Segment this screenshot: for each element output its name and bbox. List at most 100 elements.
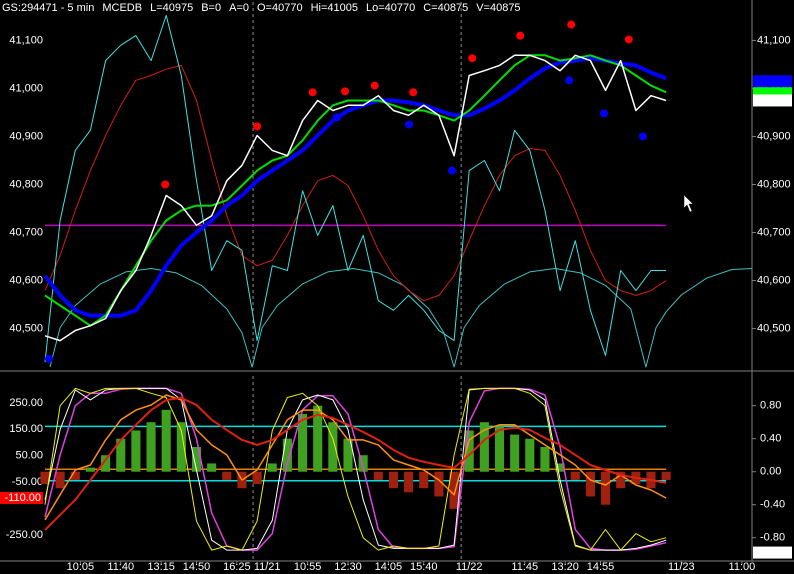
histogram-bar bbox=[70, 471, 80, 480]
header-field: L=40975 bbox=[150, 2, 193, 14]
x-tick-label: 13:15 bbox=[147, 561, 175, 573]
y-tick-label: 40,600 bbox=[757, 274, 791, 286]
x-tick-label: 11:00 bbox=[729, 561, 756, 573]
x-tick-label: 11/23 bbox=[668, 561, 695, 573]
y2-tick-label: -0.40 bbox=[760, 499, 785, 511]
x-tick-label: 15:40 bbox=[410, 561, 438, 573]
histogram-bar bbox=[328, 422, 338, 472]
histogram-bar bbox=[464, 430, 474, 472]
price-marker bbox=[753, 94, 792, 107]
y-tick-label: 40,500 bbox=[9, 322, 43, 334]
histogram-bar bbox=[191, 446, 202, 472]
y-tick-label: 41,000 bbox=[9, 82, 43, 94]
histogram-bar bbox=[313, 405, 323, 472]
histogram-bar bbox=[85, 467, 95, 472]
histogram-bar bbox=[479, 422, 489, 472]
header-field: Lo=40770 bbox=[366, 2, 415, 14]
histogram-bar bbox=[40, 471, 50, 485]
histogram-bar bbox=[146, 422, 156, 472]
header-field: MCEDB bbox=[102, 2, 142, 14]
series-line bbox=[43, 56, 667, 318]
histogram-bar bbox=[555, 463, 565, 472]
price-marker bbox=[753, 546, 792, 559]
y-tick-label: -50.00 bbox=[12, 476, 43, 488]
histogram-bar bbox=[116, 438, 126, 472]
histogram-bar bbox=[55, 471, 65, 489]
x-tick-label: 10:55 bbox=[294, 561, 322, 573]
x-tick-label: 12:30 bbox=[334, 561, 362, 573]
pivot-dot bbox=[405, 120, 414, 129]
y-tick-label: 41,100 bbox=[9, 34, 43, 46]
y2-tick-label: 0.00 bbox=[760, 466, 781, 478]
series-line bbox=[44, 387, 667, 551]
histogram-bar bbox=[343, 438, 353, 472]
histogram-bar bbox=[525, 438, 535, 472]
series-line bbox=[44, 396, 667, 531]
histogram-bar bbox=[616, 471, 626, 489]
y-tick-label: 40,800 bbox=[9, 178, 43, 190]
y2-tick-label: -0.80 bbox=[760, 532, 785, 544]
pivot-dot bbox=[253, 122, 262, 131]
x-tick-label: 14:50 bbox=[183, 561, 211, 573]
price-marker-label: -110.00 bbox=[5, 492, 42, 504]
y-tick-label: 150.00 bbox=[9, 423, 43, 435]
header-field: O=40770 bbox=[257, 2, 303, 14]
y-tick-label: 40,900 bbox=[757, 130, 791, 142]
pivot-dot bbox=[638, 132, 647, 141]
y-tick-label: 50.00 bbox=[15, 450, 43, 462]
price-marker-label: -0.98 bbox=[757, 546, 782, 558]
pivot-dot bbox=[45, 354, 54, 363]
histogram-bar bbox=[434, 471, 444, 497]
pivot-dot bbox=[516, 31, 525, 40]
y-tick-label: 41,100 bbox=[757, 34, 791, 46]
histogram-bar bbox=[419, 471, 429, 489]
x-tick-label: 11:40 bbox=[107, 561, 134, 573]
pivot-dot bbox=[308, 88, 317, 97]
x-tick-label: 16:25 bbox=[223, 561, 251, 573]
series-line bbox=[44, 14, 667, 363]
series-line bbox=[44, 394, 667, 521]
pivot-dot bbox=[468, 54, 477, 63]
histogram-bar bbox=[282, 438, 292, 472]
y-tick-label: 40,700 bbox=[9, 226, 43, 238]
histogram-bar bbox=[267, 463, 277, 472]
pivot-dot bbox=[332, 113, 341, 122]
histogram-bar bbox=[222, 471, 232, 480]
histogram-bar bbox=[404, 471, 414, 493]
histogram-bar bbox=[252, 471, 262, 485]
pivot-dot bbox=[600, 109, 609, 118]
x-tick-label: 14:05 bbox=[375, 561, 403, 573]
histogram-bar bbox=[131, 430, 141, 472]
y-tick-label: 40,600 bbox=[9, 274, 43, 286]
histogram-bar bbox=[176, 422, 186, 472]
y2-tick-label: 0.80 bbox=[760, 400, 781, 412]
series-line bbox=[44, 54, 667, 327]
histogram-bar bbox=[373, 471, 383, 480]
header-field: Hi=41005 bbox=[311, 2, 358, 14]
histogram-bar bbox=[298, 413, 308, 472]
x-tick-label: 13:20 bbox=[551, 561, 579, 573]
x-tick-label: 11/21 bbox=[254, 561, 281, 573]
histogram-bar bbox=[388, 471, 398, 489]
histogram-bar bbox=[207, 463, 217, 472]
pivot-dot bbox=[567, 20, 576, 29]
header-field: B=0 bbox=[201, 2, 221, 14]
price-marker bbox=[0, 491, 43, 504]
series-line bbox=[44, 54, 667, 342]
x-tick-label: 14:55 bbox=[587, 561, 615, 573]
price-marker-label: 40,975 bbox=[757, 94, 791, 106]
mouse-cursor bbox=[683, 194, 694, 213]
y-tick-label: 40,800 bbox=[757, 178, 791, 190]
histogram-bar bbox=[494, 426, 505, 472]
pivot-dot bbox=[409, 88, 418, 97]
series-line bbox=[49, 268, 753, 368]
y-tick-label: 250.00 bbox=[9, 397, 43, 409]
x-tick-label: 11/22 bbox=[456, 561, 483, 573]
histogram-bar bbox=[540, 446, 550, 472]
header-field: A=0 bbox=[229, 2, 249, 14]
series-line bbox=[44, 387, 667, 551]
histogram-bar bbox=[358, 455, 368, 472]
